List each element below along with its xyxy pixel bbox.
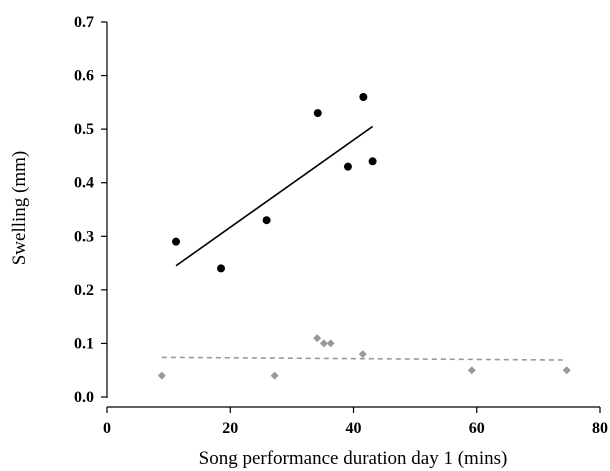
data-point-layer bbox=[157, 93, 571, 380]
y-tick-label: 0.7 bbox=[74, 14, 94, 31]
trendline-series-2 bbox=[161, 356, 567, 361]
y-tick-label: 0.6 bbox=[74, 68, 94, 85]
y-tick-label: 0.5 bbox=[74, 121, 94, 138]
y-tick-label: 0.1 bbox=[74, 335, 94, 352]
data-point-series-2 bbox=[467, 366, 476, 375]
data-point-series-2 bbox=[319, 339, 328, 348]
data-point-series-2 bbox=[157, 371, 166, 380]
x-tick-label: 80 bbox=[592, 420, 608, 437]
data-point-series-2 bbox=[270, 371, 279, 380]
data-point-series-2 bbox=[562, 366, 571, 375]
data-point-series-1 bbox=[368, 157, 377, 166]
y-tick-label: 0.0 bbox=[74, 389, 94, 406]
data-point-series-1 bbox=[343, 162, 352, 171]
data-point-series-1 bbox=[262, 216, 271, 225]
y-axis-title: Swelling (mm) bbox=[9, 151, 30, 266]
x-axis-title: Song performance duration day 1 (mins) bbox=[199, 448, 508, 469]
trendline-layer bbox=[161, 125, 567, 361]
x-tick-label: 40 bbox=[346, 420, 362, 437]
y-tick-label: 0.2 bbox=[74, 282, 94, 299]
data-point-series-2 bbox=[313, 334, 322, 343]
data-point-series-2 bbox=[326, 339, 335, 348]
data-point-series-1 bbox=[172, 237, 181, 246]
data-point-series-1 bbox=[359, 93, 368, 101]
trendline-series-1 bbox=[175, 125, 374, 267]
data-point-series-2 bbox=[358, 350, 367, 359]
axes bbox=[101, 21, 601, 413]
x-tick-label: 20 bbox=[222, 420, 238, 437]
x-tick-label: 60 bbox=[469, 420, 485, 437]
x-tick-label: 0 bbox=[103, 420, 111, 437]
y-tick-label: 0.3 bbox=[74, 228, 94, 245]
tick-labels: 0.0 0.1 0.2 0.3 0.4 0.5 0.6 0.7 0 20 40 60 80 bbox=[74, 14, 608, 437]
y-tick-label: 0.4 bbox=[74, 175, 94, 192]
data-point-series-1 bbox=[313, 109, 322, 118]
data-point-series-1 bbox=[217, 264, 226, 273]
